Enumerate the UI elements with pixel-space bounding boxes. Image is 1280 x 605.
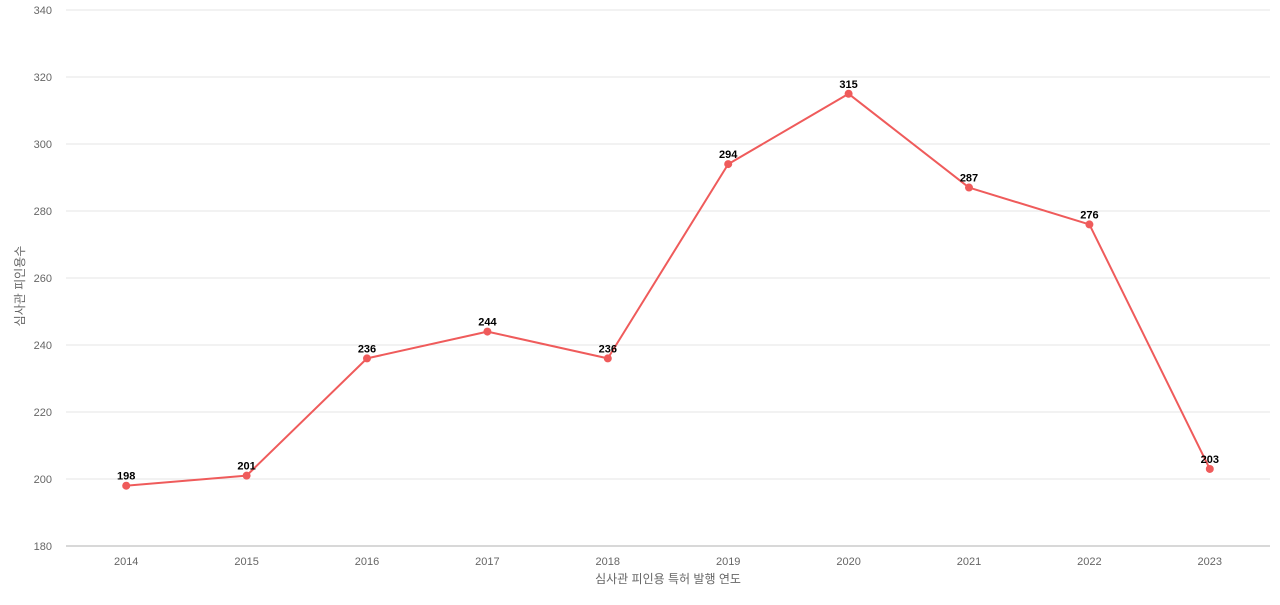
y-tick-label: 260	[34, 273, 52, 285]
y-tick-label: 200	[34, 474, 52, 486]
data-point[interactable]	[965, 183, 973, 192]
data-label: 287	[960, 173, 978, 185]
data-label: 244	[478, 317, 497, 329]
data-label: 294	[719, 149, 738, 161]
x-tick-label: 2022	[1077, 556, 1101, 568]
x-tick-label: 2016	[355, 556, 379, 568]
data-point[interactable]	[724, 160, 733, 169]
x-tick-label: 2015	[234, 556, 258, 568]
data-point[interactable]	[1085, 220, 1094, 229]
data-label: 203	[1201, 454, 1219, 466]
y-tick-label: 340	[34, 5, 52, 17]
series-layer	[122, 89, 1214, 490]
x-tick-label: 2014	[114, 556, 138, 568]
series-line	[126, 92, 1211, 487]
data-label: 201	[237, 461, 255, 473]
x-tick-label: 2017	[475, 556, 499, 568]
data-point[interactable]	[844, 89, 853, 98]
data-label: 236	[599, 343, 617, 355]
grid-layer	[66, 9, 1270, 480]
data-labels: 198 201 236 244 236 294 315 287 276 203	[117, 79, 1219, 483]
x-tick-label: 2021	[957, 556, 981, 568]
x-tick-label: 2018	[596, 556, 620, 568]
x-tick-label: 2020	[836, 556, 860, 568]
x-tick-labels: 2014 2015 2016 2017 2018 2019 2020 2021 2022 2023	[114, 556, 1222, 568]
y-tick-labels: 180 200 220 240 260 280 300 320 340	[34, 5, 52, 553]
data-point[interactable]	[122, 481, 131, 490]
y-tick-label: 280	[34, 206, 52, 218]
data-label: 276	[1080, 209, 1098, 221]
y-tick-label: 320	[34, 72, 52, 84]
data-label: 198	[117, 471, 135, 483]
y-tick-label: 220	[34, 407, 52, 419]
y-axis-title: 심사관 피인용수	[13, 246, 27, 327]
y-tick-label: 180	[34, 541, 52, 553]
data-point[interactable]	[1205, 464, 1214, 473]
y-tick-label: 300	[34, 139, 52, 151]
data-label: 236	[358, 343, 376, 355]
x-tick-label: 2023	[1198, 556, 1222, 568]
x-axis-title: 심사관 피인용 특허 발행 연도	[595, 571, 741, 586]
x-tick-label: 2019	[716, 556, 740, 568]
data-point[interactable]	[363, 354, 371, 363]
y-tick-label: 240	[34, 340, 52, 352]
data-point[interactable]	[242, 471, 251, 480]
data-point[interactable]	[483, 327, 492, 336]
data-label: 315	[839, 79, 857, 91]
data-point[interactable]	[603, 354, 612, 363]
